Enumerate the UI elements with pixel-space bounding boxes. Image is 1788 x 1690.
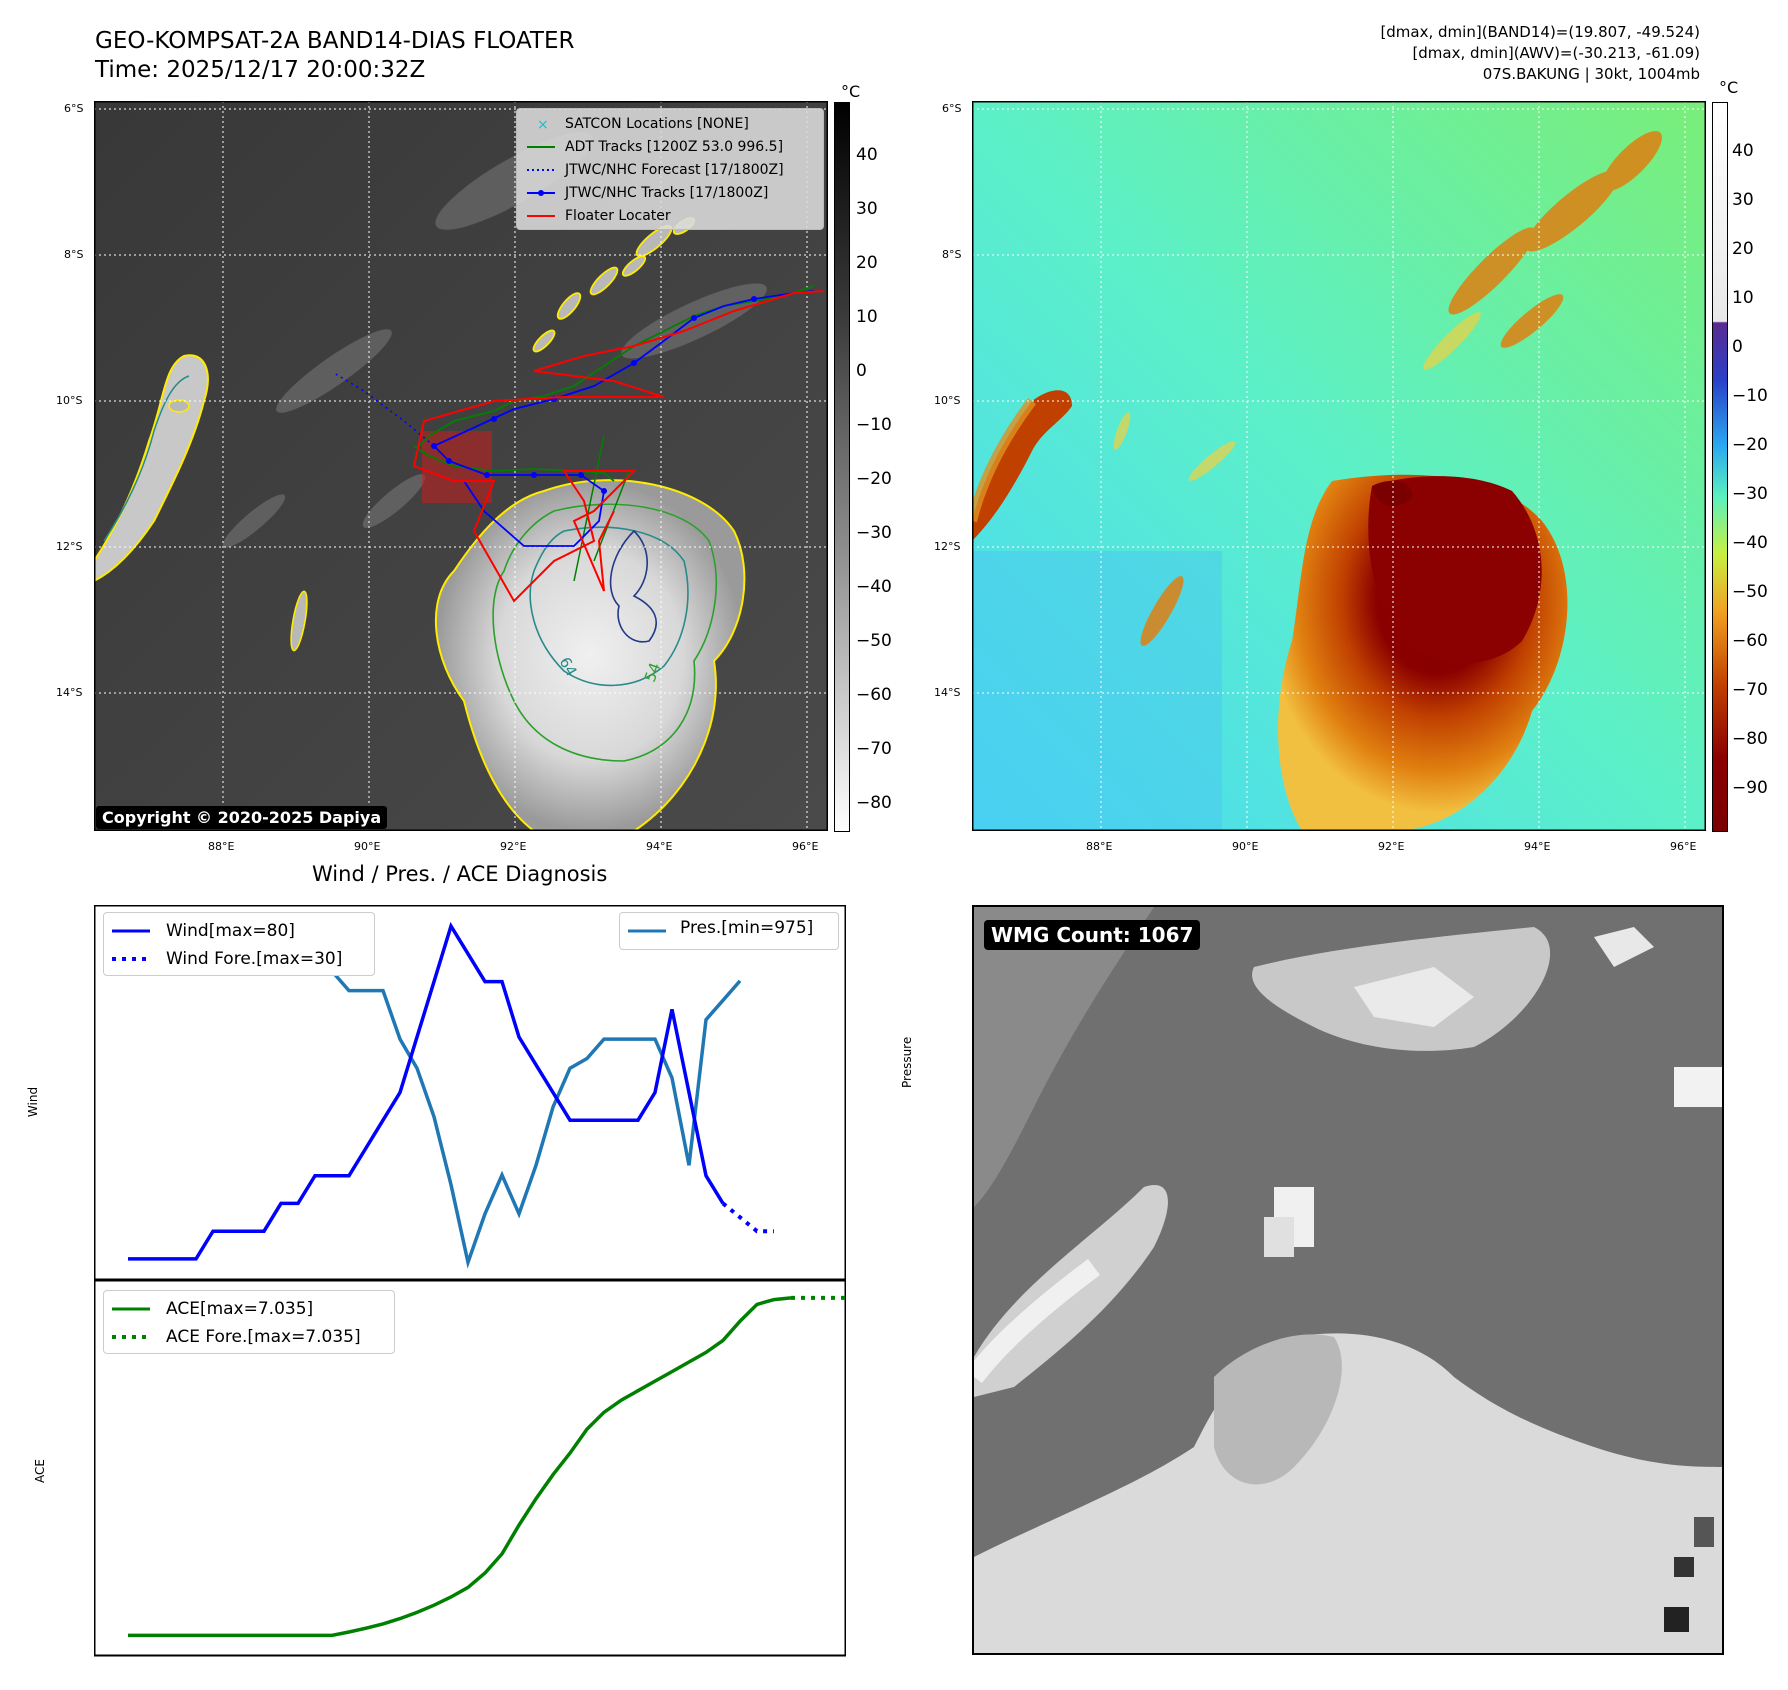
legend-jtwc-tracks: JTWC/NHC Tracks [17/1800Z] xyxy=(565,185,769,201)
color-lon-label-88e: 88°E xyxy=(1086,840,1113,853)
color-colorbar-tick-12: −80 xyxy=(1732,729,1768,749)
wind-line xyxy=(128,921,725,1261)
contour-label-54: 54 xyxy=(641,660,664,684)
color-lat-label-6s: 6°S xyxy=(942,102,962,115)
gray-colorbar-unit: °C xyxy=(841,82,861,101)
gray-colorbar-tick-1: 30 xyxy=(856,199,878,219)
jtwc-track xyxy=(433,290,815,447)
wmg-count-badge: WMG Count: 1067 xyxy=(984,920,1201,950)
color-lon-label-94e: 94°E xyxy=(1524,840,1551,853)
gray-colorbar-tick-7: −30 xyxy=(856,523,892,543)
info-line-2: [dmax, dmin](AWV)=(-30.213, -61.09) xyxy=(1412,44,1700,62)
lon-label-96e: 96°E xyxy=(792,840,819,853)
color-colorbar-tick-4: 0 xyxy=(1732,337,1743,357)
legend-adt: ADT Tracks [1200Z 53.0 996.5] xyxy=(565,139,784,155)
color-lon-label-90e: 90°E xyxy=(1232,840,1259,853)
color-colorbar-tick-1: 30 xyxy=(1732,190,1754,210)
lat-label-12s: 12°S xyxy=(56,540,83,553)
gray-colorbar-tick-2: 20 xyxy=(856,253,878,273)
wind-legend: Wind[max=80] Wind Fore.[max=30] xyxy=(103,912,375,976)
legend-satcon: SATCON Locations [NONE] xyxy=(565,116,749,132)
gray-colorbar-tick-10: −60 xyxy=(856,685,892,705)
color-map-panel xyxy=(972,101,1706,831)
ir-map-legend: × SATCON Locations [NONE] ADT Tracks [12… xyxy=(516,108,824,230)
color-colorbar-tick-5: −10 xyxy=(1732,386,1768,406)
gray-colorbar-tick-11: −70 xyxy=(856,739,892,759)
gray-colorbar-tick-12: −80 xyxy=(856,793,892,813)
legend-wind-fore: Wind Fore.[max=30] xyxy=(166,949,343,969)
ace-plot-frame xyxy=(94,1279,846,1657)
lon-label-94e: 94°E xyxy=(646,840,673,853)
color-colorbar-unit: °C xyxy=(1719,78,1739,97)
wind-axis-label: Wind xyxy=(26,1086,41,1118)
legend-wind: Wind[max=80] xyxy=(166,921,295,941)
gray-colorbar-tick-6: −20 xyxy=(856,469,892,489)
color-colorbar-tick-13: −90 xyxy=(1732,778,1768,798)
ace-axis-label: ACE xyxy=(32,1459,47,1483)
gray-colorbar-tick-3: 10 xyxy=(856,307,878,327)
copyright-badge: Copyright © 2020-2025 Dapiya xyxy=(96,806,388,829)
color-colorbar-tick-8: −40 xyxy=(1732,533,1768,553)
color-lat-label-14s: 14°S xyxy=(934,686,961,699)
storm-cloud xyxy=(435,480,745,831)
north-streaks xyxy=(1140,131,1662,646)
color-colorbar xyxy=(1712,102,1728,832)
ace-legend: ACE[max=7.035] ACE Fore.[max=7.035] xyxy=(103,1290,395,1354)
color-colorbar-tick-11: −70 xyxy=(1732,680,1768,700)
lat-label-6s: 6°S xyxy=(64,102,84,115)
lat-label-14s: 14°S xyxy=(56,686,83,699)
gray-colorbar-tick-0: 40 xyxy=(856,145,878,165)
title-line-1: GEO-KOMPSAT-2A BAND14-DIAS FLOATER xyxy=(95,28,575,54)
wind-forecast-line xyxy=(721,1201,774,1234)
color-colorbar-tick-6: −20 xyxy=(1732,435,1768,455)
gray-colorbar-tick-4: 0 xyxy=(856,361,867,381)
lat-label-10s: 10°S xyxy=(56,394,83,407)
color-lat-label-12s: 12°S xyxy=(934,540,961,553)
wmg-mosaic xyxy=(974,907,1722,1653)
floater-locater-track xyxy=(412,290,825,603)
diagnosis-chart: 80706050403020 1010100510009959909859809… xyxy=(94,905,846,1657)
gray-colorbar xyxy=(834,102,850,832)
legend-ace-fore: ACE Fore.[max=7.035] xyxy=(166,1327,361,1347)
color-lon-label-96e: 96°E xyxy=(1670,840,1697,853)
gray-colorbar-tick-9: −50 xyxy=(856,631,892,651)
jtwc-forecast xyxy=(333,372,435,447)
lon-label-88e: 88°E xyxy=(208,840,235,853)
pressure-legend: Pres.[min=975] xyxy=(619,912,839,950)
info-line-1: [dmax, dmin](BAND14)=(19.807, -49.524) xyxy=(1380,23,1700,41)
gray-colorbar-tick-8: −40 xyxy=(856,577,892,597)
ace-line xyxy=(128,1296,792,1638)
legend-pressure: Pres.[min=975] xyxy=(680,918,814,938)
lat-label-8s: 8°S xyxy=(64,248,84,261)
gray-colorbar-tick-5: −10 xyxy=(856,415,892,435)
legend-ace: ACE[max=7.035] xyxy=(166,1299,314,1319)
satcon-x-icon: × xyxy=(537,117,549,133)
adt-track xyxy=(418,285,815,447)
color-lat-label-8s: 8°S xyxy=(942,248,962,261)
color-colorbar-tick-9: −50 xyxy=(1732,582,1768,602)
west-core xyxy=(972,390,1072,541)
wmg-panel xyxy=(972,905,1724,1655)
color-map-gridlines xyxy=(972,101,1706,831)
lon-label-92e: 92°E xyxy=(500,840,527,853)
color-lat-label-10s: 10°S xyxy=(934,394,961,407)
lon-label-90e: 90°E xyxy=(354,840,381,853)
info-line-3: 07S.BAKUNG | 30kt, 1004mb xyxy=(1482,65,1700,83)
pressure-axis-label: Pressure xyxy=(900,1036,914,1088)
color-colorbar-tick-2: 20 xyxy=(1732,239,1754,259)
color-colorbar-tick-10: −60 xyxy=(1732,631,1768,651)
legend-jtwc-forecast: JTWC/NHC Forecast [17/1800Z] xyxy=(565,162,784,178)
color-colorbar-tick-7: −30 xyxy=(1732,484,1768,504)
color-colorbar-tick-3: 10 xyxy=(1732,288,1754,308)
title-line-2: Time: 2025/12/17 20:00:32Z xyxy=(95,57,426,83)
diagnosis-title: Wind / Pres. / ACE Diagnosis xyxy=(312,862,608,886)
legend-floater: Floater Locater xyxy=(565,208,671,224)
color-colorbar-tick-0: 40 xyxy=(1732,141,1754,161)
color-lon-label-92e: 92°E xyxy=(1378,840,1405,853)
